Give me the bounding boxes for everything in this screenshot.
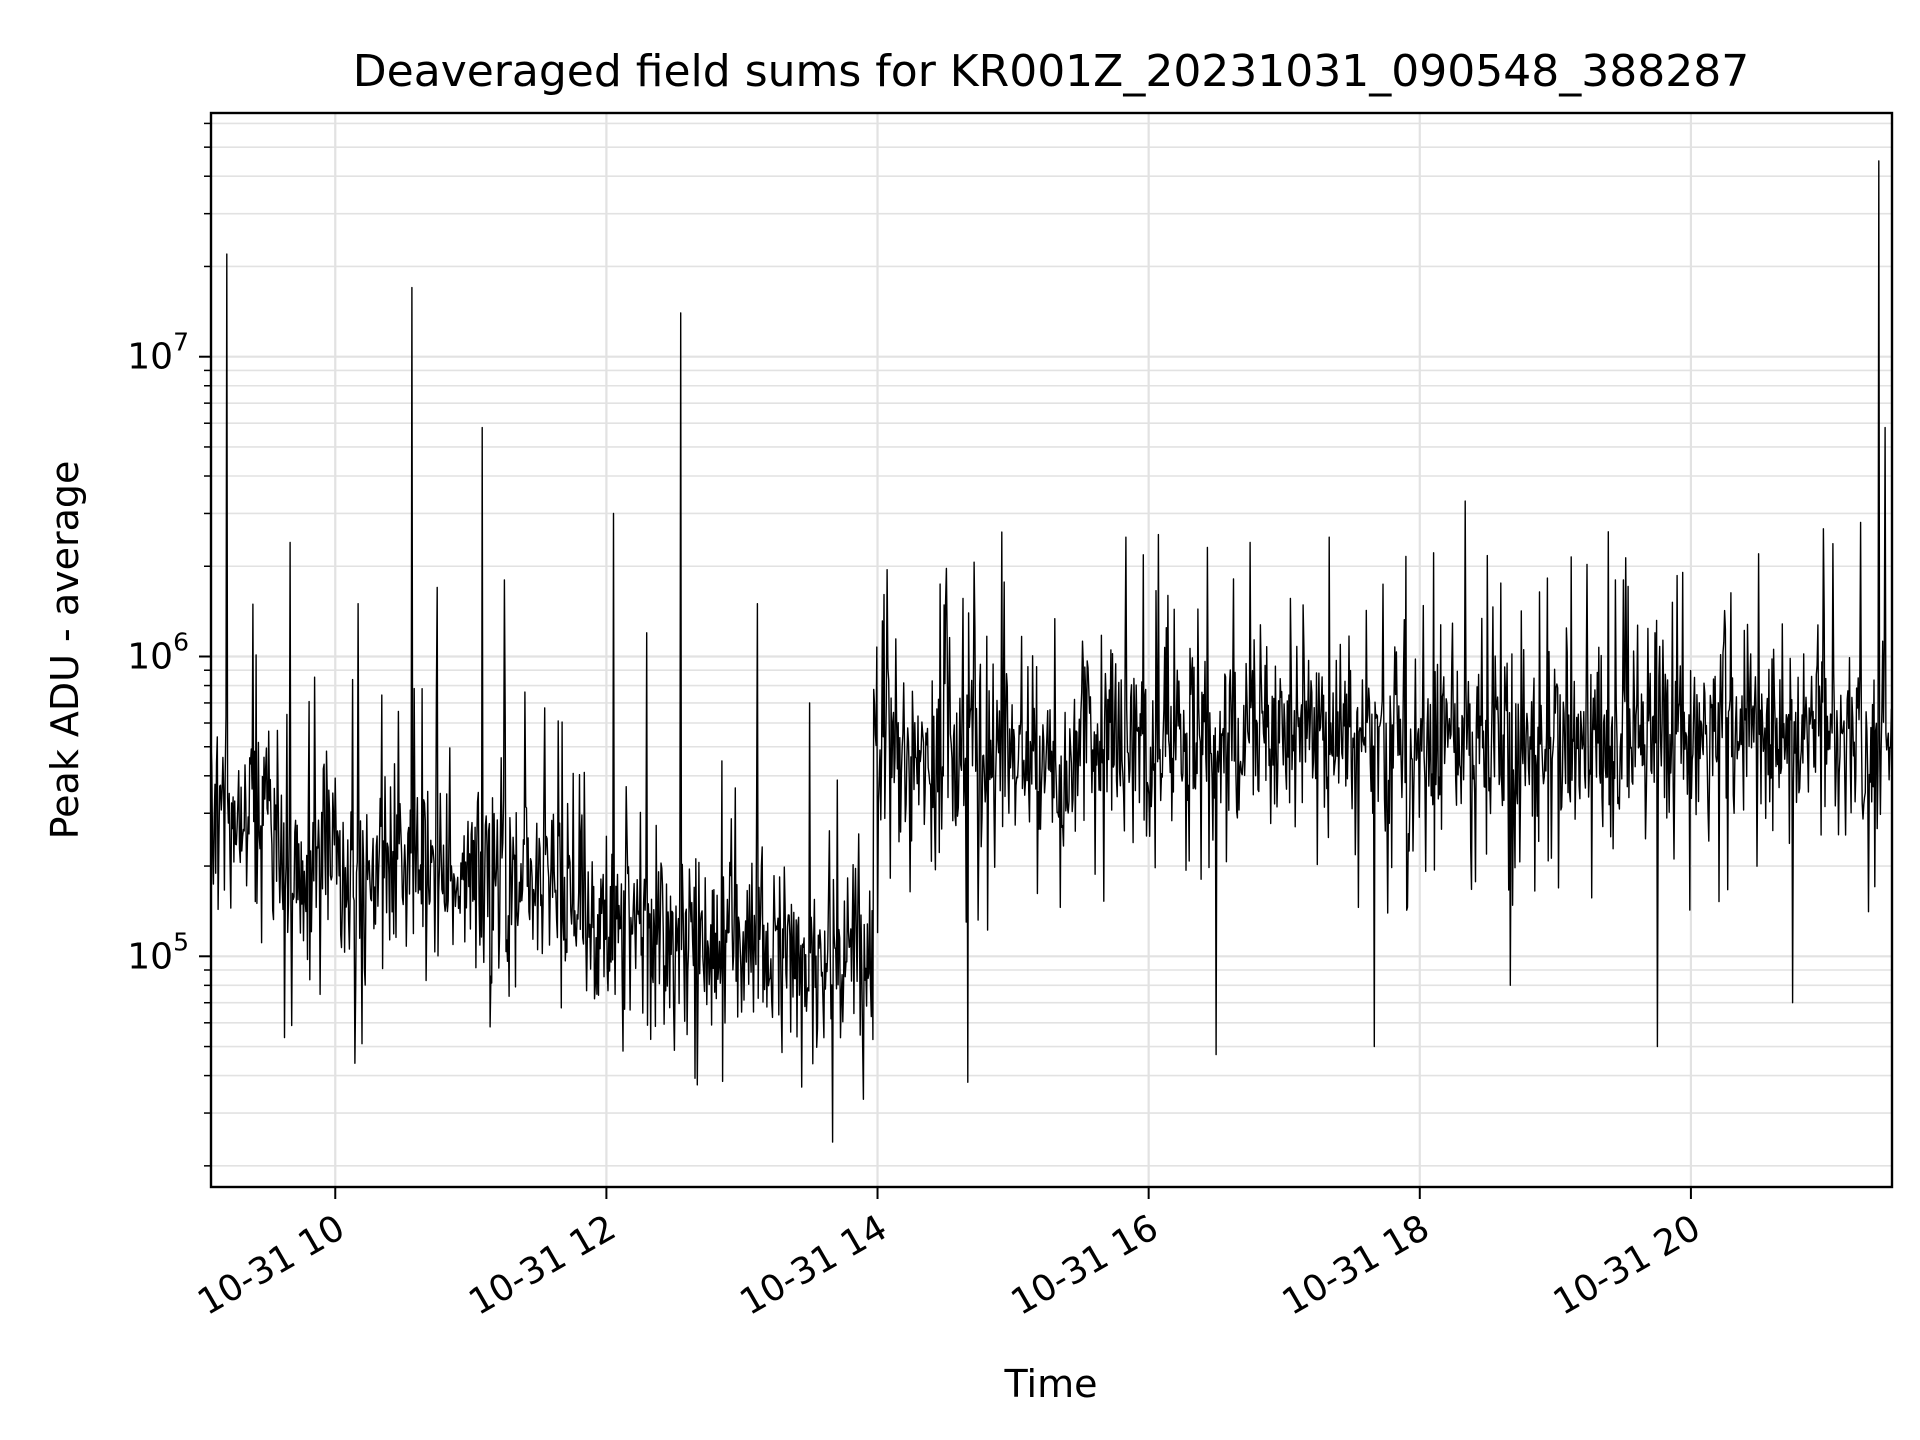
y-tick-label: 105 (127, 927, 189, 977)
y-axis-label: Peak ADU - average (43, 461, 87, 840)
plot-frame (209, 111, 1894, 1189)
x-axis-label: Time (1004, 1362, 1098, 1406)
y-tick-label: 107 (127, 328, 189, 378)
y-tick-label: 106 (127, 627, 189, 677)
y-ticks: 105 106 107 (127, 122, 211, 1167)
series-group (210, 160, 1893, 1143)
chart-title: Deaveraged field sums for KR001Z_2023103… (353, 46, 1749, 97)
series-line (210, 160, 1893, 1143)
